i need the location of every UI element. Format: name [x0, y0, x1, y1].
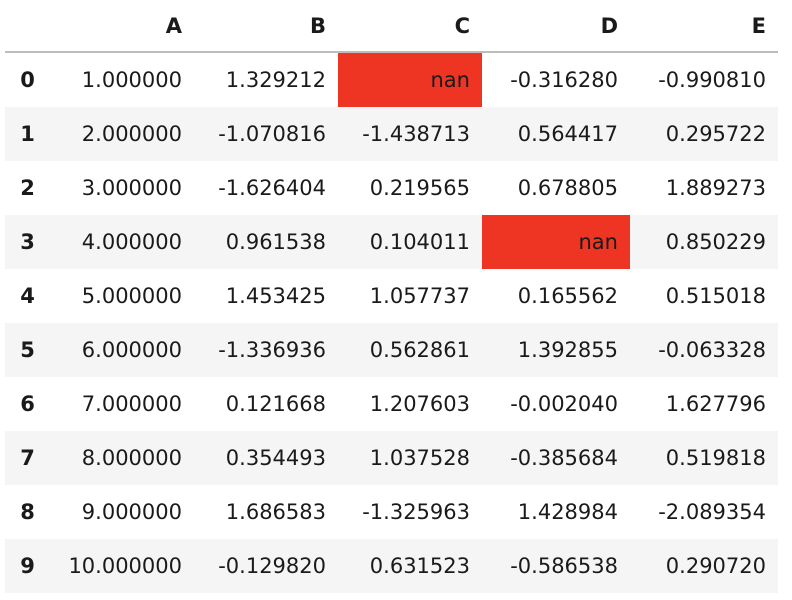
table-cell: 0.519818 [665, 446, 766, 470]
table-cell: -1.070816 [218, 122, 326, 146]
table-row: 9 10.000000 -0.129820 0.631523 -0.586538 0.29… [5, 539, 778, 593]
table-cell: 1.207603 [369, 392, 470, 416]
table-cell: 1.686583 [225, 500, 326, 524]
table-cell: nan [482, 215, 630, 269]
table-cell: 0.354493 [225, 446, 326, 470]
table-cell: -2.089354 [658, 500, 766, 524]
table-cell: 0.961538 [225, 230, 326, 254]
table-row: 7 8.000000 0.354493 1.037528 -0.385684 0.5198… [5, 431, 778, 485]
table-cell: 8.000000 [81, 446, 182, 470]
table-cell: 0.165562 [517, 284, 618, 308]
table-row: 5 6.000000 -1.336936 0.562861 1.392855 -0.063… [5, 323, 778, 377]
table-row: 1 2.000000 -1.070816 -1.438713 0.564417 0.295… [5, 107, 778, 161]
table-cell: 2.000000 [81, 122, 182, 146]
row-index: 9 [20, 554, 35, 578]
row-index: 1 [20, 122, 35, 146]
row-index: 6 [20, 392, 35, 416]
corner-cell [5, 0, 50, 53]
table-cell: -0.990810 [658, 68, 766, 92]
table-body: 0 1.000000 1.329212 nan -0.316280 -0.990810 1 2… [5, 52, 778, 593]
table-row: 2 3.000000 -1.626404 0.219565 0.678805 1.8892… [5, 161, 778, 215]
table-cell: -1.438713 [362, 122, 470, 146]
row-index: 4 [20, 284, 35, 308]
table-cell: 1.329212 [225, 68, 326, 92]
table-cell: -0.063328 [658, 338, 766, 362]
table-cell: 1.057737 [369, 284, 470, 308]
table-row: 6 7.000000 0.121668 1.207603 -0.002040 1.6277… [5, 377, 778, 431]
column-header: A [50, 0, 194, 53]
table-cell: 0.678805 [517, 176, 618, 200]
row-index: 2 [20, 176, 35, 200]
table-cell: -1.336936 [218, 338, 326, 362]
table-cell: 0.631523 [369, 554, 470, 578]
table-cell: 1.453425 [225, 284, 326, 308]
table-cell: nan [338, 52, 482, 107]
table-cell: 0.295722 [665, 122, 766, 146]
table-cell: 4.000000 [81, 230, 182, 254]
row-index: 8 [20, 500, 35, 524]
table-cell: 10.000000 [68, 554, 182, 578]
table-cell: -1.626404 [218, 176, 326, 200]
table-cell: 0.121668 [225, 392, 326, 416]
column-header: D [482, 0, 630, 53]
table-row: 0 1.000000 1.329212 nan -0.316280 -0.990810 [5, 52, 778, 107]
table-cell: -0.385684 [510, 446, 618, 470]
table-cell: 3.000000 [81, 176, 182, 200]
table-cell: -1.325963 [362, 500, 470, 524]
table-cell: 6.000000 [81, 338, 182, 362]
row-index: 3 [20, 230, 35, 254]
table-row: 8 9.000000 1.686583 -1.325963 1.428984 -2.089… [5, 485, 778, 539]
table-row: 3 4.000000 0.961538 0.104011 nan 0.850229 [5, 215, 778, 269]
column-header: E [630, 0, 778, 53]
table-cell: 1.000000 [81, 68, 182, 92]
column-header: B [194, 0, 338, 53]
table-cell: 1.037528 [369, 446, 470, 470]
row-index: 5 [20, 338, 35, 362]
table-cell: 9.000000 [81, 500, 182, 524]
table-cell: 1.627796 [665, 392, 766, 416]
row-index: 7 [20, 446, 35, 470]
table-cell: 0.219565 [369, 176, 470, 200]
table-cell: 1.392855 [517, 338, 618, 362]
table-cell: 0.850229 [665, 230, 766, 254]
table-cell: 0.564417 [517, 122, 618, 146]
table-cell: 1.889273 [665, 176, 766, 200]
table-cell: 0.515018 [665, 284, 766, 308]
table-row: 4 5.000000 1.453425 1.057737 0.165562 0.51501… [5, 269, 778, 323]
table-cell: 0.104011 [369, 230, 470, 254]
row-index: 0 [20, 68, 35, 92]
table-cell: 7.000000 [81, 392, 182, 416]
table-cell: -0.316280 [510, 68, 618, 92]
table-cell: 5.000000 [81, 284, 182, 308]
table-cell: 1.428984 [517, 500, 618, 524]
column-header: C [338, 0, 482, 53]
table-cell: -0.002040 [510, 392, 618, 416]
table-cell: 0.562861 [369, 338, 470, 362]
table-cell: -0.129820 [218, 554, 326, 578]
table-cell: -0.586538 [510, 554, 618, 578]
table-cell: 0.290720 [665, 554, 766, 578]
